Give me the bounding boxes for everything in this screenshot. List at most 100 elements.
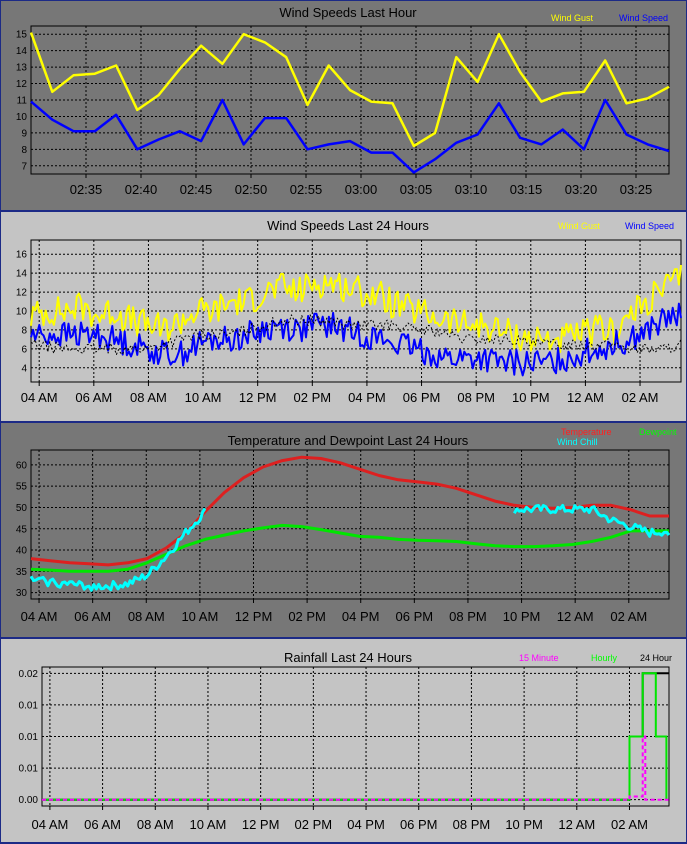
y-tick-label: 8 bbox=[21, 145, 27, 156]
chart-title: Temperature and Dewpoint Last 24 Hours bbox=[228, 433, 469, 448]
series-line bbox=[42, 672, 668, 801]
temperature-dewpoint-chart: 30 35 40 45 50 55 60 04 AM 06 AM 08 AM 10 AM 12 PM 0… bbox=[0, 422, 687, 638]
y-tick-label: 10 bbox=[16, 112, 28, 123]
y-tick-label: 0.02 bbox=[19, 669, 39, 680]
wind-speed-hour-svg: 7 8 9 10 11 12 13 14 15 02:35 02:40 02:45 02:50 02:55… bbox=[16, 5, 670, 197]
x-tick-label: 10 AM bbox=[181, 609, 218, 624]
x-tick-label: 10 AM bbox=[190, 817, 227, 832]
x-tick-label: 08 AM bbox=[137, 817, 174, 832]
x-tick-label: 02 AM bbox=[622, 390, 659, 405]
x-tick-label: 02 PM bbox=[294, 390, 332, 405]
x-tick-label: 08 AM bbox=[128, 609, 165, 624]
x-tick-label: 08 AM bbox=[130, 390, 167, 405]
series-line bbox=[29, 32, 670, 148]
y-tick-label: 13 bbox=[16, 63, 28, 74]
x-tick-label: 02 PM bbox=[288, 609, 326, 624]
y-tick-label: 7 bbox=[21, 161, 27, 172]
legend-entry: Wind Gust bbox=[551, 13, 594, 23]
y-tick-label: 11 bbox=[17, 96, 28, 107]
x-tick-label: 10 PM bbox=[503, 609, 541, 624]
x-tick-label: 03:25 bbox=[620, 182, 653, 197]
x-tick-label: 02 AM bbox=[611, 817, 648, 832]
x-tick-label: 02:45 bbox=[180, 182, 213, 197]
y-tick-label: 45 bbox=[16, 524, 28, 535]
x-tick-label: 03:00 bbox=[345, 182, 378, 197]
x-tick-label: 06 PM bbox=[403, 390, 441, 405]
x-tick-label: 03:05 bbox=[400, 182, 433, 197]
legend-entry: Temperature bbox=[561, 427, 612, 437]
y-tick-label: 40 bbox=[16, 546, 28, 557]
y-tick-label: 55 bbox=[16, 482, 28, 493]
y-tick-label: 0.01 bbox=[19, 700, 39, 711]
x-tick-label: 04 AM bbox=[31, 817, 68, 832]
x-tick-label: 06 PM bbox=[396, 609, 434, 624]
y-tick-label: 12 bbox=[16, 288, 28, 299]
y-tick-label: 30 bbox=[16, 588, 28, 599]
chart-title: Wind Speeds Last Hour bbox=[279, 5, 417, 20]
x-tick-label: 06 AM bbox=[75, 390, 112, 405]
x-tick-label: 10 PM bbox=[512, 390, 550, 405]
legend-entry: Dewpoint bbox=[639, 427, 677, 437]
series-line bbox=[30, 264, 682, 354]
series-line bbox=[29, 507, 207, 592]
rainfall-chart: 0.00 0.01 0.01 0.01 0.02 04 AM 06 AM 08 AM 10 AM… bbox=[0, 638, 687, 843]
y-tick-label: 15 bbox=[16, 30, 28, 41]
series-line bbox=[42, 735, 669, 801]
x-tick-label: 02:50 bbox=[235, 182, 268, 197]
x-tick-label: 03:20 bbox=[565, 182, 598, 197]
x-tick-label: 12 AM bbox=[558, 817, 595, 832]
x-tick-label: 02:40 bbox=[125, 182, 158, 197]
chart-title: Wind Speeds Last 24 Hours bbox=[267, 218, 429, 233]
x-tick-label: 02:35 bbox=[70, 182, 103, 197]
plot-area bbox=[30, 449, 670, 600]
y-tick-label: 10 bbox=[16, 307, 28, 318]
legend-entry: 15 Minute bbox=[519, 653, 559, 663]
x-tick-label: 02 AM bbox=[610, 609, 647, 624]
temperature-dewpoint-svg: 30 35 40 45 50 55 60 04 AM 06 AM 08 AM 10 AM 12 PM 0… bbox=[16, 427, 677, 624]
legend-entry: Wind Speed bbox=[619, 13, 668, 23]
x-tick-label: 08 PM bbox=[457, 390, 495, 405]
x-tick-label: 02 PM bbox=[295, 817, 333, 832]
y-tick-label: 4 bbox=[21, 363, 27, 374]
x-tick-label: 04 PM bbox=[347, 817, 385, 832]
y-tick-label: 0.01 bbox=[19, 764, 39, 775]
legend-entry: Wind Chill bbox=[557, 437, 598, 447]
x-tick-label: 10 PM bbox=[505, 817, 543, 832]
x-tick-label: 08 PM bbox=[449, 609, 487, 624]
wind-speed-hour-chart: 7 8 9 10 11 12 13 14 15 02:35 02:40 02:45 02:50 02:55… bbox=[0, 0, 687, 211]
y-tick-label: 12 bbox=[16, 79, 28, 90]
x-tick-label: 04 PM bbox=[342, 609, 380, 624]
y-tick-label: 35 bbox=[16, 567, 28, 578]
y-tick-label: 14 bbox=[16, 269, 28, 280]
y-tick-label: 8 bbox=[21, 325, 27, 336]
x-tick-label: 03:10 bbox=[455, 182, 488, 197]
y-tick-label: 0.01 bbox=[19, 732, 39, 743]
x-tick-label: 02:55 bbox=[290, 182, 323, 197]
x-tick-label: 12 PM bbox=[235, 609, 273, 624]
x-tick-label: 12 PM bbox=[239, 390, 277, 405]
legend-entry: Wind Gust bbox=[558, 221, 601, 231]
y-tick-label: 50 bbox=[16, 503, 28, 514]
x-tick-label: 10 AM bbox=[185, 390, 222, 405]
rainfall-svg: 0.00 0.01 0.01 0.01 0.02 04 AM 06 AM 08 AM 10 AM… bbox=[19, 650, 673, 832]
x-tick-label: 12 AM bbox=[567, 390, 604, 405]
series-line bbox=[30, 302, 682, 377]
x-tick-label: 03:15 bbox=[510, 182, 543, 197]
legend-entry: Wind Speed bbox=[625, 221, 674, 231]
legend-entry: Hourly bbox=[591, 653, 618, 663]
y-tick-label: 14 bbox=[16, 46, 28, 57]
wind-speed-24h-svg: 4 6 8 10 12 14 16 04 AM 06 AM 08 AM 10 AM 12 PM 02 P… bbox=[16, 218, 682, 405]
y-tick-label: 6 bbox=[21, 344, 27, 355]
x-tick-label: 04 AM bbox=[21, 609, 58, 624]
x-tick-label: 06 AM bbox=[74, 609, 111, 624]
x-tick-label: 12 PM bbox=[242, 817, 280, 832]
series-line bbox=[30, 98, 670, 174]
y-tick-label: 16 bbox=[16, 250, 28, 261]
y-tick-label: 9 bbox=[21, 128, 27, 139]
y-tick-label: 0.00 bbox=[19, 795, 39, 806]
x-tick-label: 04 AM bbox=[21, 390, 58, 405]
x-tick-label: 08 PM bbox=[453, 817, 491, 832]
x-tick-label: 04 PM bbox=[348, 390, 386, 405]
x-tick-label: 12 AM bbox=[557, 609, 594, 624]
y-tick-label: 60 bbox=[16, 460, 28, 471]
